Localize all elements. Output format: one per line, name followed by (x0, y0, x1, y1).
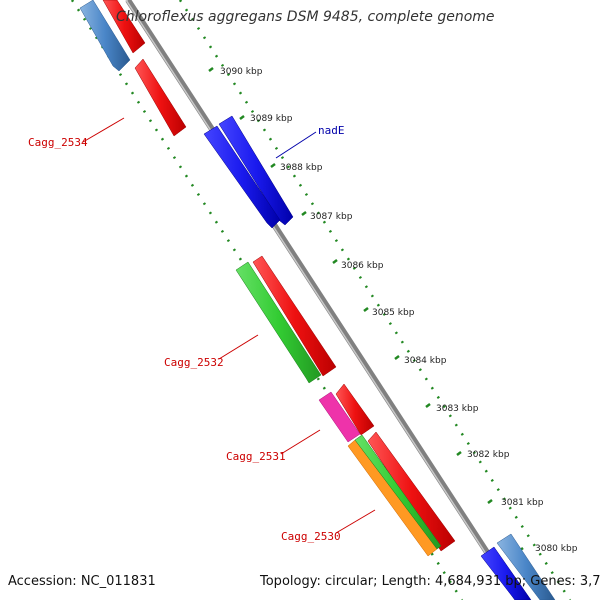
label-leader-Cagg_2531 (280, 429, 321, 455)
label-leader-nadE (275, 131, 317, 159)
label-leader-Cagg_2534 (82, 117, 125, 143)
tick-label: 3089 kbp (250, 114, 293, 124)
label-Cagg_2530: Cagg_2530 (281, 530, 341, 543)
label-Cagg_2531: Cagg_2531 (226, 450, 286, 463)
label-nadE: nadE (318, 124, 345, 137)
cds-reverse (480, 546, 532, 600)
tick-label: 3083 kbp (436, 404, 479, 414)
cds-Cagg_2531 (318, 391, 361, 443)
genome-backbone (125, 0, 521, 600)
tick-label: 3085 kbp (372, 308, 415, 318)
tick-label: 3080 kbp (535, 544, 578, 554)
label-leader-Cagg_2532 (218, 334, 259, 360)
cds-reverse (79, 0, 131, 72)
cds-reverse (203, 125, 281, 229)
label-leader-Cagg_2530 (335, 509, 376, 534)
topology-text: Topology: circular; Length: 4,684,931 bp… (260, 574, 600, 589)
tick-label: 3087 kbp (310, 212, 353, 222)
tick-label: 3088 kbp (280, 163, 323, 173)
cds-forward (335, 383, 375, 436)
genome-backbone-highlight (125, 0, 517, 600)
tick-label: 3086 kbp (341, 261, 384, 271)
cds-forward (102, 0, 146, 54)
tick-marks (208, 67, 524, 552)
tick-label: 3090 kbp (220, 67, 263, 77)
tick-label: 3081 kbp (501, 498, 544, 508)
accession-text: Accession: NC_011831 (8, 574, 156, 589)
tick-label: 3084 kbp (404, 356, 447, 366)
cds-Cagg_2534 (134, 58, 187, 137)
label-Cagg_2534: Cagg_2534 (28, 136, 88, 149)
cds-reverse (354, 434, 442, 550)
tick-label: 3082 kbp (467, 450, 510, 460)
cds-forward (496, 533, 556, 600)
map-title: Chloroflexus aggregans DSM 9485, complet… (116, 9, 495, 25)
cds-forward (252, 255, 337, 377)
cds-Cagg_2532 (235, 261, 322, 384)
label-Cagg_2532: Cagg_2532 (164, 356, 224, 369)
